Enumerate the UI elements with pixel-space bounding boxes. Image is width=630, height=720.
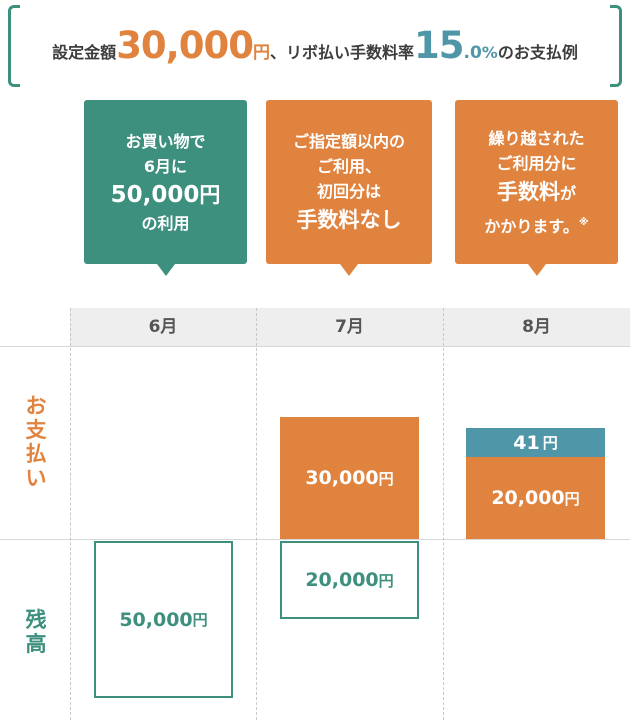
callout-line: かかります。※ <box>484 210 588 239</box>
callout-pointer <box>156 264 175 276</box>
fee-bar-august: 41 円 <box>466 428 605 457</box>
callout-line: ご利用、 <box>316 156 381 176</box>
header-rate-unit: % <box>481 43 498 62</box>
header-rate-dec: .0 <box>463 43 482 63</box>
callout-pointer <box>340 264 358 276</box>
example-header: 設定金額30,000円、リボ払い手数料率15.0%のお支払例 <box>8 5 622 87</box>
callout-line: ご指定額以内の <box>292 131 405 151</box>
bar-amount: 41 <box>513 431 540 454</box>
callout-line-amount: 50,000円 <box>111 179 221 211</box>
callout-line-emphasis: 手数料が <box>497 176 576 210</box>
callout-line: 繰り越された <box>488 128 585 148</box>
callout-fee-word: 手数料 <box>496 179 560 204</box>
callout-line: 初回分は <box>316 181 381 201</box>
month-label-august: 8月 <box>522 317 551 337</box>
grid-divider <box>256 308 257 720</box>
header-rate-int: 15 <box>413 24 464 67</box>
row-label-char: 高 <box>25 632 47 656</box>
row-label-payment: お 支 払 い <box>22 394 50 490</box>
bar-unit: 円 <box>564 489 580 508</box>
header-title: 設定金額30,000円、リボ払い手数料率15.0%のお支払例 <box>8 19 622 80</box>
grid-line-top <box>0 346 630 347</box>
callout-june-purchase: お買い物で 6月に 50,000円 の利用 <box>84 100 247 276</box>
payment-bar-july: 30,000 円 <box>280 417 419 539</box>
row-label-char: 払 <box>25 442 47 466</box>
bar-amount: 20,000 <box>491 487 565 509</box>
grid-divider <box>443 308 444 720</box>
bar-amount: 50,000 <box>119 608 193 631</box>
callout-particle: が <box>559 183 576 203</box>
header-middle: 、リボ払い手数料率 <box>269 43 414 62</box>
callout-line: の利用 <box>141 213 190 233</box>
bar-unit: 円 <box>378 571 394 590</box>
balance-bar-june: 50,000 円 <box>94 541 233 698</box>
header-amount: 30,000 <box>116 24 254 67</box>
month-label-june: 6月 <box>148 317 178 337</box>
callout-fee-charged: 繰り越された ご利用分に 手数料が かかります。※ <box>455 100 618 276</box>
row-label-char: 支 <box>25 418 47 442</box>
callout-no-fee: ご指定額以内の ご利用、 初回分は 手数料なし <box>266 100 432 276</box>
callout-amount: 50,000 <box>110 181 200 208</box>
row-label-balance: 残 高 <box>22 608 50 656</box>
header-suffix: のお支払例 <box>497 43 578 62</box>
callout-line: 6月に <box>143 156 188 176</box>
callout-line-emphasis: 手数料なし <box>296 207 402 232</box>
header-right-bracket <box>610 5 622 87</box>
callout-line-text: かかります。 <box>484 216 579 236</box>
payment-bar-august: 20,000 円 <box>466 457 605 539</box>
row-label-char: 残 <box>25 608 47 632</box>
bar-unit: 円 <box>542 434 558 452</box>
row-label-char: お <box>25 394 47 418</box>
callout-pointer <box>527 264 546 276</box>
header-prefix: 設定金額 <box>52 43 117 62</box>
balance-bar-july: 20,000 円 <box>280 541 419 619</box>
callout-amount-unit: 円 <box>199 182 221 207</box>
bar-unit: 円 <box>378 469 394 488</box>
row-label-char: い <box>25 466 47 490</box>
header-amount-unit: 円 <box>252 43 270 63</box>
bar-amount: 20,000 <box>305 569 379 591</box>
bar-amount: 30,000 <box>305 467 379 489</box>
grid-divider <box>70 308 71 720</box>
callout-line: ご利用分に <box>496 153 577 173</box>
month-header-row <box>70 308 630 346</box>
bar-unit: 円 <box>192 611 208 629</box>
footnote-mark: ※ <box>578 216 589 228</box>
month-label-july: 7月 <box>335 317 364 337</box>
header-left-bracket <box>8 5 20 87</box>
grid-line-middle <box>0 539 630 540</box>
callout-line: お買い物で <box>125 131 206 151</box>
